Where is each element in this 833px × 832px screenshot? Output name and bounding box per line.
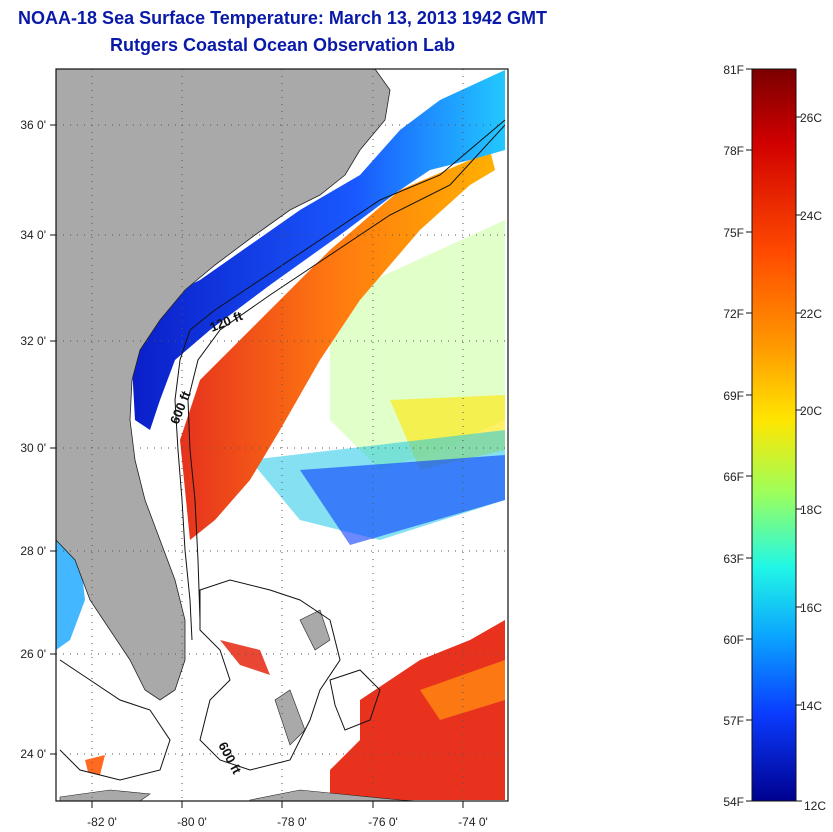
warm-water-south (330, 620, 505, 800)
lat-label-32: 32 0' (20, 334, 46, 348)
colorbar-c-20: 20C (800, 404, 822, 418)
lat-label-26: 26 0' (20, 647, 46, 661)
colorbar-f-66: 66F (723, 470, 744, 484)
axis-ticks (50, 124, 464, 808)
warm-patch-bahamas (220, 640, 270, 675)
isobath-600ft (187, 124, 506, 621)
colorbar-c-24: 24C (800, 209, 822, 223)
isobath-bahamas-bank (199, 579, 341, 771)
lon-label-74: -74 0' (458, 815, 488, 829)
gulf-stream-warm-band (180, 150, 495, 540)
colorbar-f-72: 72F (723, 307, 744, 321)
isobath-120ft (174, 119, 506, 641)
warm-water-south-orange (420, 660, 505, 720)
colorbar-c-22: 22C (800, 307, 822, 321)
colorbar-c-16: 16C (800, 601, 822, 615)
land-cuba (249, 789, 421, 801)
map-title: NOAA-18 Sea Surface Temperature: March 1… (18, 8, 547, 28)
warm-patch-keys (85, 755, 105, 775)
lat-label-30: 30 0' (20, 441, 46, 455)
colorbar-f-81: 81F (723, 63, 744, 77)
colorbar-c-12: 12C (804, 799, 826, 813)
colorbar-f-63: 63F (723, 552, 744, 566)
lon-label-76: -76 0' (368, 815, 398, 829)
colorbar-c-26: 26C (800, 111, 822, 125)
colorbar-f-75: 75F (723, 226, 744, 240)
colorbar-f-57: 57F (723, 714, 744, 728)
lat-label-28: 28 0' (20, 544, 46, 558)
isobath-florida-keys (59, 659, 171, 781)
colorbar-ticks (746, 68, 802, 802)
lon-label-78: -78 0' (277, 815, 307, 829)
map-content (56, 69, 506, 801)
land-bahamas-north (299, 609, 331, 651)
colorbar-f-54: 54F (723, 795, 744, 809)
grid-lines (56, 69, 508, 801)
colorbar-f-69: 69F (723, 389, 744, 403)
colorbar-c-18: 18C (800, 503, 822, 517)
lat-label-24: 24 0' (20, 747, 46, 761)
land-southeast-us (56, 69, 391, 701)
colorbar (751, 68, 797, 802)
ocean-patch-blue (300, 455, 505, 545)
lat-label-34: 34 0' (20, 228, 46, 242)
colorbar-f-60: 60F (723, 633, 744, 647)
lat-label-36: 36 0' (20, 118, 46, 132)
lon-label-82: -82 0' (87, 815, 117, 829)
lon-label-80: -80 0' (177, 815, 207, 829)
colorbar-f-78: 78F (723, 144, 744, 158)
land-cuba-west (59, 789, 151, 801)
isobath-exuma (329, 669, 381, 731)
cold-shelf-water (130, 70, 505, 430)
colorbar-c-14: 14C (800, 699, 822, 713)
map-subtitle: Rutgers Coastal Ocean Observation Lab (109, 35, 456, 55)
